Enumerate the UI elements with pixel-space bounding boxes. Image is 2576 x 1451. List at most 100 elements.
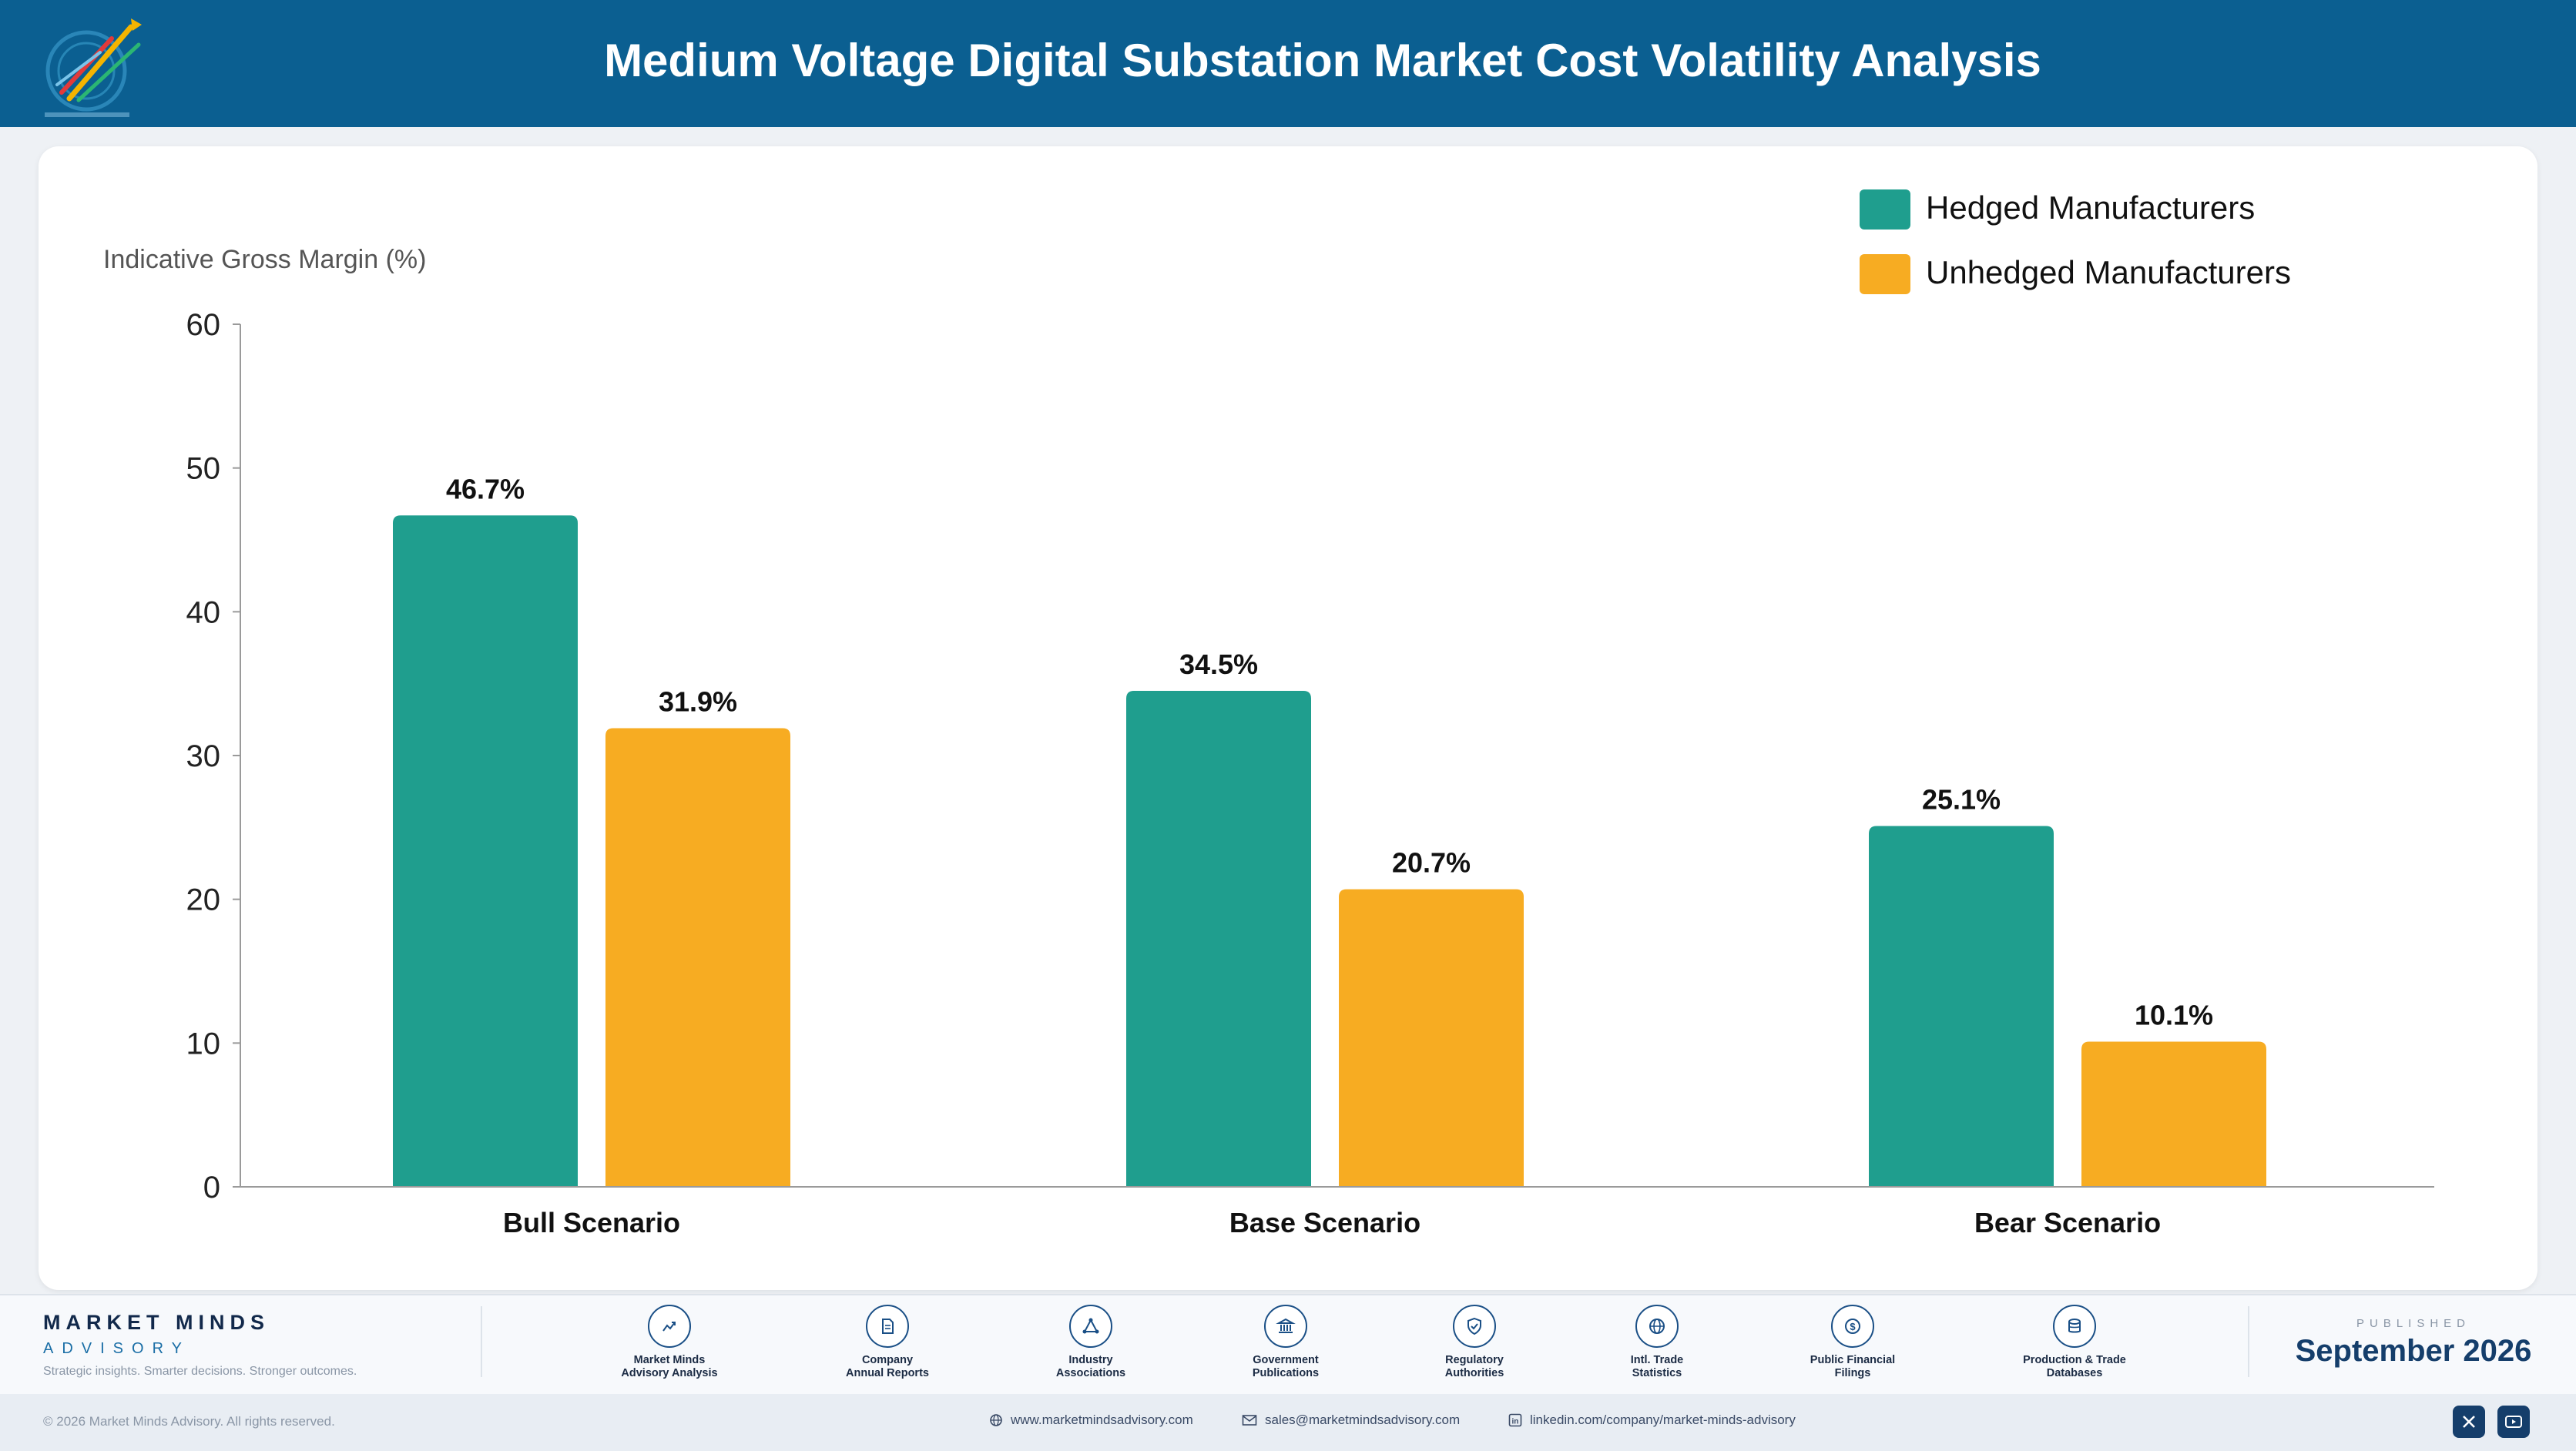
source-item: Government Publications [1220, 1305, 1351, 1380]
youtube-icon [2505, 1416, 2522, 1428]
data-label: 20.7% [1392, 847, 1471, 879]
source-label-line: Industry [1068, 1354, 1113, 1366]
source-label-line: Intl. Trade [1630, 1354, 1684, 1366]
company-logo [45, 18, 142, 117]
data-label: 46.7% [446, 473, 525, 504]
source-label-line: Annual Reports [846, 1367, 929, 1379]
source-label-line: Databases [2046, 1367, 2103, 1379]
source-label-line: Authorities [1444, 1367, 1504, 1379]
brand-name: MARKET MINDS [43, 1311, 270, 1334]
mail-icon [1242, 1415, 1257, 1426]
bar-chart: Indicative Gross Margin (%) 0 10 20 30 40 50 6… [103, 189, 2434, 1238]
legend-label: Unhedged Manufacturers [1926, 254, 2291, 290]
legend-label: Hedged Manufacturers [1926, 189, 2255, 226]
source-item: $ Public Financial Filings [1787, 1305, 1918, 1380]
source-label-line: Public Financial [1810, 1354, 1896, 1366]
copyright: © 2026 Market Minds Advisory. All rights… [43, 1414, 335, 1429]
source-label: Production & Trade Databases [2009, 1354, 2140, 1380]
bars: 46.7% 31.9% 34.5% 20.7% 25.1% 10.1% [393, 473, 2266, 1187]
bar [393, 515, 578, 1187]
data-label: 34.5% [1179, 648, 1258, 680]
document-icon [866, 1305, 909, 1348]
y-tick-label: 50 [186, 452, 221, 486]
trend-chart-icon [648, 1305, 691, 1348]
x-social-button[interactable] [2453, 1406, 2485, 1438]
bar [1339, 889, 1524, 1187]
y-tick-label: 0 [203, 1171, 220, 1205]
y-tick-label: 10 [186, 1027, 221, 1061]
source-item: Industry Associations [1025, 1305, 1156, 1380]
page-title: Medium Voltage Digital Substation Market… [604, 35, 2041, 86]
x-tick-label: Bear Scenario [1974, 1207, 2161, 1238]
globe-icon [990, 1414, 1002, 1426]
x-tick-label: Bull Scenario [503, 1207, 680, 1238]
source-item: Regulatory Authorities [1409, 1305, 1540, 1380]
shield-check-icon [1453, 1305, 1496, 1348]
source-label: Company Annual Reports [822, 1354, 953, 1380]
data-label: 10.1% [2135, 999, 2213, 1030]
published-date: September 2026 [2295, 1334, 2532, 1368]
x-axis: Bull Scenario Base Scenario Bear Scenario [240, 1186, 2434, 1238]
source-label-line: Production & Trade [2023, 1354, 2126, 1366]
x-tick-label: Base Scenario [1229, 1207, 1420, 1238]
y-tick-label: 30 [186, 739, 221, 773]
source-label-line: Associations [1055, 1367, 1126, 1379]
chart-card: Indicative Gross Margin (%) 0 10 20 30 40 50 6… [39, 146, 2537, 1290]
linkedin-text: linkedin.com/company/market-minds-adviso… [1530, 1412, 1796, 1427]
source-item: Production & Trade Databases [2009, 1305, 2140, 1380]
data-label: 31.9% [659, 686, 737, 718]
source-label-line: Government [1253, 1354, 1319, 1366]
legend-swatch [1860, 254, 1910, 294]
brand-tagline: Strategic insights. Smarter decisions. S… [43, 1365, 357, 1378]
source-label: Regulatory Authorities [1409, 1354, 1540, 1380]
bottom-bar: © 2026 Market Minds Advisory. All rights… [0, 1394, 2576, 1451]
website-text: www.marketmindsadvisory.com [1011, 1412, 1193, 1427]
source-label-line: Publications [1252, 1367, 1320, 1379]
x-logo-icon [2463, 1416, 2475, 1428]
bar [2081, 1041, 2266, 1187]
linkedin-link[interactable]: in linkedin.com/company/market-minds-adv… [1508, 1412, 1796, 1428]
svg-text:in: in [1512, 1418, 1519, 1426]
source-label: Intl. Trade Statistics [1592, 1354, 1722, 1380]
y-tick-label: 40 [186, 595, 221, 629]
y-axis-label: Indicative Gross Margin (%) [103, 245, 426, 274]
data-label: 25.1% [1922, 783, 2001, 815]
youtube-social-button[interactable] [2497, 1406, 2530, 1438]
brand-subtitle: ADVISORY [43, 1340, 190, 1357]
globe-icon [1635, 1305, 1679, 1348]
y-tick-label: 60 [186, 308, 221, 342]
bar [1869, 826, 2054, 1187]
bar [1126, 691, 1311, 1187]
y-tick-label: 20 [186, 883, 221, 917]
website-link[interactable]: www.marketmindsadvisory.com [989, 1412, 1193, 1428]
y-axis: 0 10 20 30 40 50 60 [186, 308, 241, 1205]
source-label-line: Filings [1834, 1367, 1871, 1379]
source-label-line: Advisory Analysis [621, 1367, 718, 1379]
email-text: sales@marketmindsadvisory.com [1265, 1412, 1461, 1427]
bar [605, 728, 790, 1187]
svg-text:$: $ [1850, 1321, 1856, 1332]
email-link[interactable]: sales@marketmindsadvisory.com [1242, 1412, 1460, 1428]
source-label-line: Market Minds [633, 1354, 706, 1366]
source-label: Public Financial Filings [1787, 1354, 1918, 1380]
linkedin-icon: in [1508, 1413, 1522, 1427]
source-item: Intl. Trade Statistics [1592, 1305, 1722, 1380]
source-label: Industry Associations [1025, 1354, 1156, 1380]
source-label: Government Publications [1220, 1354, 1351, 1380]
legend-swatch [1860, 189, 1910, 230]
source-label: Market Minds Advisory Analysis [604, 1354, 735, 1380]
source-item: Company Annual Reports [822, 1305, 953, 1380]
dollar-coin-icon: $ [1831, 1305, 1874, 1348]
government-building-icon [1264, 1305, 1307, 1348]
divider [2248, 1306, 2249, 1377]
source-label-line: Regulatory [1445, 1354, 1504, 1366]
footer: MARKET MINDS ADVISORY Strategic insights… [0, 1294, 2576, 1451]
source-label-line: Statistics [1632, 1367, 1682, 1379]
source-item: Market Minds Advisory Analysis [604, 1305, 735, 1380]
network-icon [1069, 1305, 1112, 1348]
source-label-line: Company [861, 1354, 914, 1366]
divider [481, 1306, 482, 1377]
published-label: PUBLISHED [2356, 1317, 2471, 1330]
database-icon [2053, 1305, 2096, 1348]
header-bar: Medium Voltage Digital Substation Market… [0, 0, 2576, 127]
